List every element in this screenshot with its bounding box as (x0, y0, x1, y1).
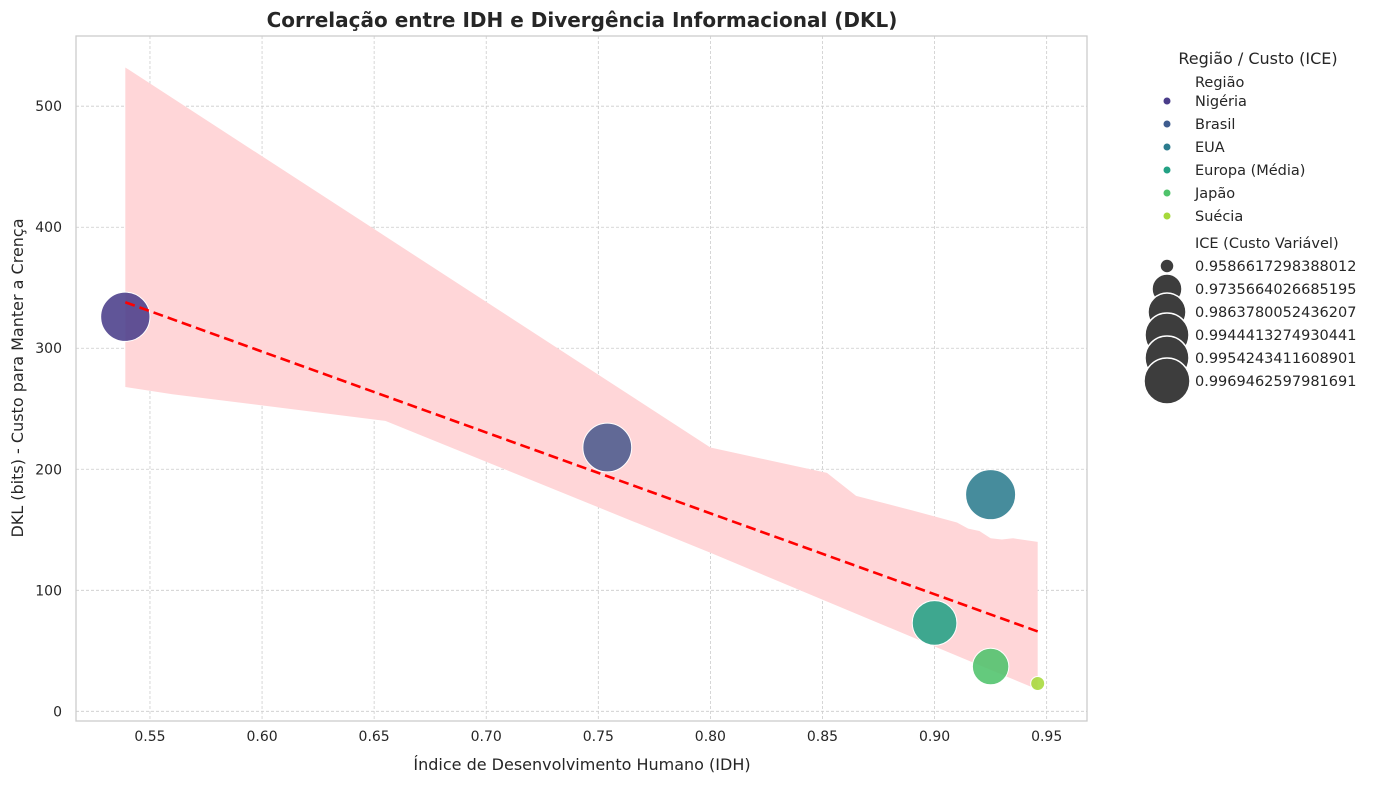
legend-size-label: 0.9954243411608901 (1195, 351, 1356, 367)
x-tick-label: 0.90 (919, 729, 950, 745)
x-tick-label: 0.70 (471, 729, 502, 745)
legend-hue-label: EUA (1195, 140, 1225, 156)
legend-hue-label: Brasil (1195, 117, 1235, 133)
legend-size-label: 0.9969462597981691 (1195, 374, 1356, 390)
y-tick-label: 500 (35, 99, 62, 115)
chart-title: Correlação entre IDH e Divergência Infor… (267, 8, 898, 32)
legend-size-title: ICE (Custo Variável) (1195, 236, 1339, 252)
confidence-band (125, 67, 1038, 690)
x-tick-label: 0.95 (1031, 729, 1062, 745)
y-tick-label: 200 (35, 462, 62, 478)
y-tick-label: 0 (53, 704, 62, 720)
y-tick-label: 300 (35, 341, 62, 357)
x-tick-label: 0.55 (134, 729, 165, 745)
legend-size-label: 0.9944413274930441 (1195, 328, 1356, 344)
legend-hue-marker (1163, 212, 1171, 220)
legend-hue-marker (1163, 143, 1171, 151)
x-tick-label: 0.65 (359, 729, 390, 745)
legend-size-marker (1159, 258, 1175, 274)
y-tick-label: 400 (35, 220, 62, 236)
legend-hue-marker (1163, 166, 1171, 174)
x-tick-label: 0.75 (583, 729, 614, 745)
legend-hue-label: Suécia (1195, 209, 1243, 225)
x-axis-label: Índice de Desenvolvimento Humano (IDH) (413, 755, 750, 774)
data-point-eua (965, 469, 1017, 521)
x-ticks: 0.55 0.60 0.65 0.70 0.75 0.80 0.85 0.90 0.95 (134, 729, 1062, 745)
x-tick-label: 0.80 (695, 729, 726, 745)
legend-hue-marker (1163, 120, 1171, 128)
legend-hue-label: Japão (1194, 186, 1235, 202)
x-tick-label: 0.60 (246, 729, 277, 745)
regression-line-path (124, 301, 1039, 633)
legend-size-label: 0.9863780052436207 (1195, 305, 1356, 321)
data-point-nig-ria (100, 291, 151, 342)
data-points (100, 291, 1046, 691)
legend-hue-label: Nigéria (1195, 94, 1247, 110)
y-axis-label: DKL (bits) - Custo para Manter a Crença (8, 218, 27, 537)
x-tick-label: 0.85 (807, 729, 838, 745)
legend: Região / Custo (ICE) Região ICE (Custo V… (1143, 49, 1356, 405)
data-point-jap-o (971, 647, 1010, 686)
legend-size-label: 0.9735664026685195 (1195, 282, 1356, 298)
confidence-band-area (125, 67, 1038, 690)
legend-title: Região / Custo (ICE) (1178, 49, 1337, 68)
y-tick-label: 100 (35, 583, 62, 599)
data-point-brasil (582, 422, 633, 473)
legend-hue-title: Região (1195, 75, 1244, 91)
legend-hue-label: Europa (Média) (1195, 163, 1305, 179)
legend-size-marker (1143, 357, 1191, 405)
regression-line (124, 301, 1039, 633)
data-point-europa-m-dia- (911, 600, 958, 646)
plot-frame (75, 35, 1088, 722)
data-point-su-cia (1030, 675, 1046, 691)
legend-hue-marker (1163, 189, 1171, 197)
legend-hue-marker (1163, 97, 1171, 105)
legend-size-label: 0.9586617298388012 (1195, 259, 1356, 275)
y-ticks: 0 100 200 300 400 500 (35, 99, 62, 720)
